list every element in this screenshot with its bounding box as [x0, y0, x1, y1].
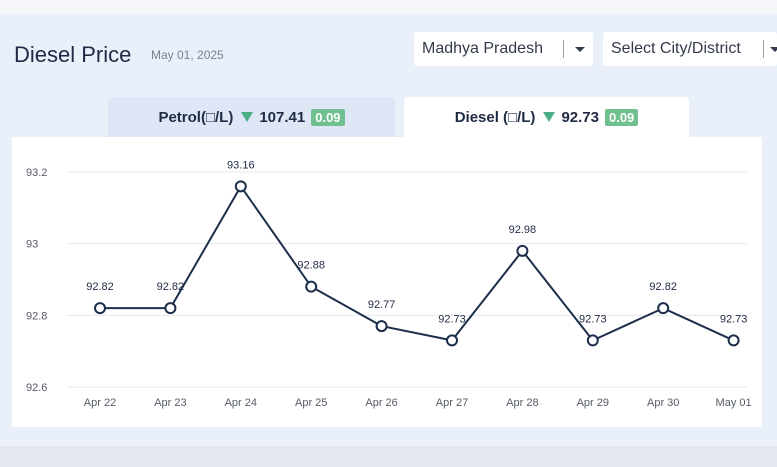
y-tick-label: 92.6 — [26, 382, 47, 394]
data-point — [305, 280, 318, 293]
data-label: 92.77 — [368, 299, 396, 311]
tab-diesel-price: 92.73 — [561, 108, 599, 126]
price-line-chart: 93.2 93 92.8 92.6 Apr 22 Apr 23 Apr 24 Apr 25 Ap… — [26, 159, 752, 409]
data-label: 92.98 — [509, 224, 537, 236]
page-title: Diesel Price — [14, 42, 132, 67]
state-select[interactable]: Madhya Pradesh — [414, 32, 593, 66]
x-tick-label: Apr 22 — [84, 397, 116, 409]
x-tick-label: Apr 29 — [577, 397, 609, 409]
page-date: May 01, 2025 — [151, 48, 224, 62]
x-tick-label: Apr 25 — [295, 397, 327, 409]
select-divider — [563, 40, 564, 58]
tab-diesel-label: Diesel (□/L) — [454, 108, 536, 126]
down-arrow-icon — [543, 112, 556, 122]
price-chart-card: 93.2 93 92.8 92.6 Apr 22 Apr 23 Apr 24 Apr 25 Ap… — [12, 137, 762, 427]
data-point — [516, 244, 529, 257]
x-tick-label: Apr 26 — [365, 397, 397, 409]
x-tick-label: May 01 — [716, 397, 752, 409]
chevron-down-icon[interactable] — [575, 47, 585, 52]
state-select-value: Madhya Pradesh — [422, 40, 543, 57]
data-point — [234, 180, 247, 193]
x-tick-label: Apr 24 — [225, 397, 257, 409]
tab-petrol-label: Petrol(□/L) — [158, 108, 234, 126]
data-label: 92.82 — [157, 281, 185, 293]
data-point — [727, 334, 740, 347]
down-arrow-icon — [241, 112, 254, 122]
data-label: 92.73 — [579, 313, 607, 325]
x-tick-label: Apr 27 — [436, 397, 468, 409]
data-label: 92.73 — [438, 313, 466, 325]
city-select-value: Select City/District — [611, 40, 741, 57]
data-point — [657, 302, 670, 315]
series-line — [100, 184, 735, 342]
x-tick-label: Apr 28 — [506, 397, 538, 409]
tab-diesel-change-badge: 0.09 — [604, 108, 639, 126]
data-label: 92.73 — [720, 313, 748, 325]
city-select[interactable]: Select City/District — [603, 32, 777, 66]
y-tick-label: 92.8 — [26, 310, 47, 322]
select-divider — [763, 40, 764, 58]
y-tick-label: 93 — [26, 239, 38, 251]
data-point — [586, 334, 599, 347]
data-point — [375, 320, 388, 333]
tab-petrol-change-badge: 0.09 — [311, 108, 345, 126]
tab-petrol-price: 107.41 — [259, 108, 306, 126]
data-point — [94, 302, 106, 315]
data-label: 92.82 — [86, 281, 114, 293]
y-tick-label: 93.2 — [26, 167, 47, 179]
data-label: 92.88 — [297, 260, 325, 272]
data-label: 93.16 — [227, 159, 255, 171]
chevron-down-icon[interactable] — [770, 47, 777, 52]
top-strip — [0, 0, 777, 14]
tab-diesel[interactable]: Diesel (□/L) 92.73 0.09 — [404, 97, 689, 137]
data-point — [446, 334, 458, 347]
bottom-strip — [0, 446, 777, 467]
tab-petrol[interactable]: Petrol(□/L) 107.41 0.09 — [108, 97, 395, 137]
data-point — [164, 302, 177, 315]
data-label: 92.82 — [649, 281, 677, 293]
x-tick-label: Apr 23 — [154, 397, 186, 409]
x-tick-label: Apr 30 — [647, 397, 679, 409]
